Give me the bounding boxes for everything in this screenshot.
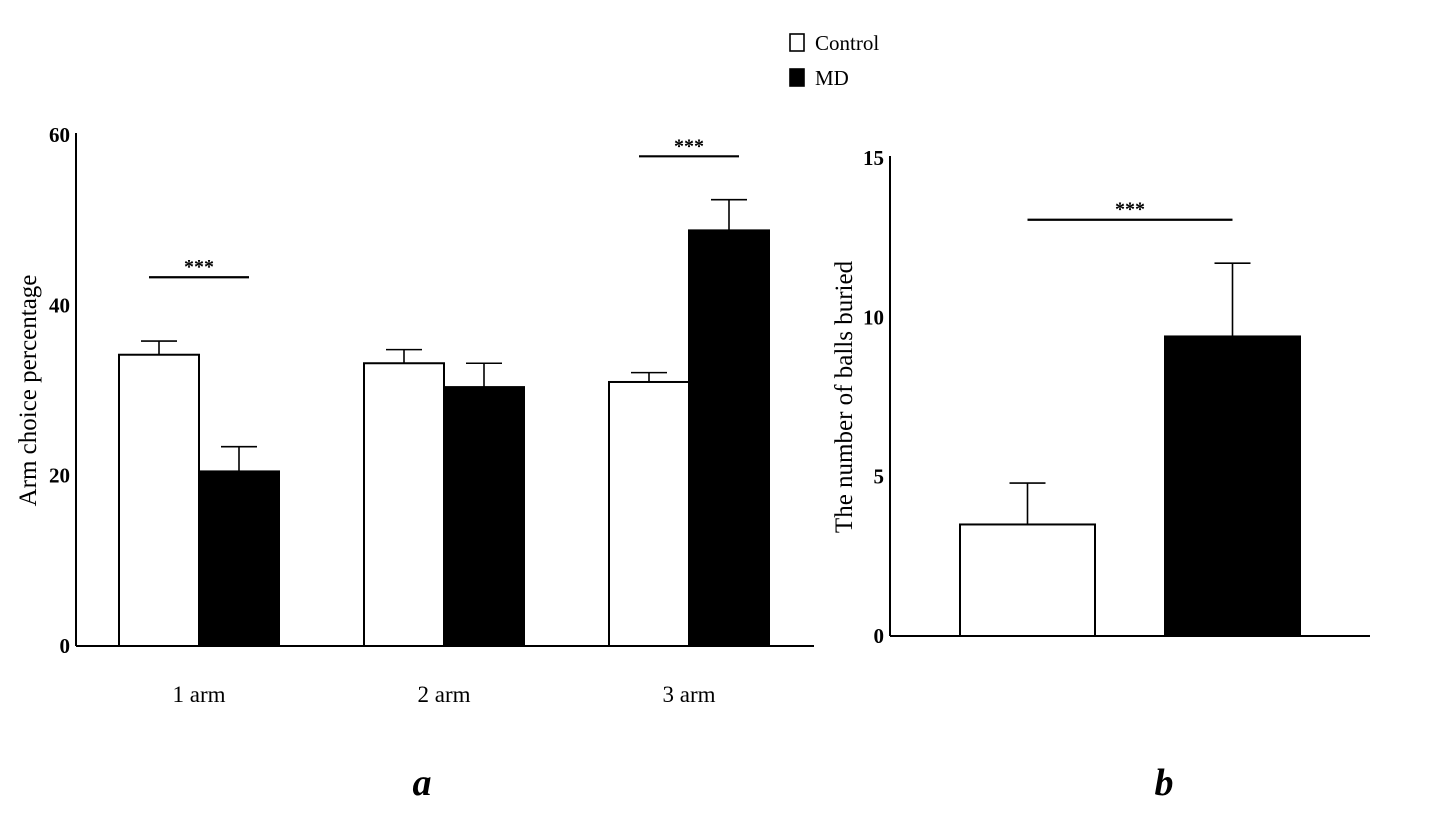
bar-b-control — [959, 523, 1096, 638]
chart-a-y-axis-label: Arm choice percentage — [15, 275, 42, 507]
chart-a-y-tick-3: 60 — [49, 123, 70, 147]
x-tick-label-a-0: 1 arm — [172, 682, 225, 707]
panel-label-b: b — [1155, 762, 1174, 804]
legend-swatch-1 — [789, 68, 805, 87]
bar-a-md-2 — [688, 229, 770, 648]
legend-label-0: Control — [815, 31, 879, 55]
chart-b-y-tick-3: 15 — [863, 146, 884, 170]
chart-a-y-tick-0: 0 — [60, 634, 71, 658]
chart-b-y-tick-0: 0 — [874, 624, 885, 648]
significance-label-a-0: *** — [184, 256, 214, 278]
legend-label-1: MD — [815, 66, 849, 90]
chart-a-y-tick-2: 40 — [49, 293, 70, 317]
significance-label-a-1: *** — [674, 135, 704, 157]
chart-b-y-tick-1: 5 — [874, 465, 885, 489]
bar-a-control-1 — [363, 362, 445, 647]
legend-swatch-0 — [789, 33, 805, 52]
bar-a-control-0 — [118, 353, 200, 647]
bar-a-control-2 — [608, 380, 690, 647]
x-tick-label-a-2: 3 arm — [662, 682, 715, 707]
legend: Control MD — [789, 31, 879, 90]
chart-b-y-axis-label: The number of balls buried — [831, 260, 858, 533]
chart-b: *** 0 5 10 15 The number of balls buried b — [831, 146, 1370, 804]
x-tick-label-a-1: 2 arm — [417, 682, 470, 707]
bar-a-md-0 — [198, 470, 280, 647]
bar-b-md — [1164, 335, 1301, 637]
panel-label-a: a — [413, 762, 432, 804]
chart-b-y-tick-2: 10 — [863, 305, 884, 329]
significance-label-b-0: *** — [1115, 199, 1145, 221]
chart-a: 1 arm 2 arm 3 arm *** *** 0 20 40 60 Arm choice p… — [15, 123, 814, 804]
bar-a-md-1 — [443, 386, 525, 647]
chart-a-y-tick-1: 20 — [49, 464, 70, 488]
